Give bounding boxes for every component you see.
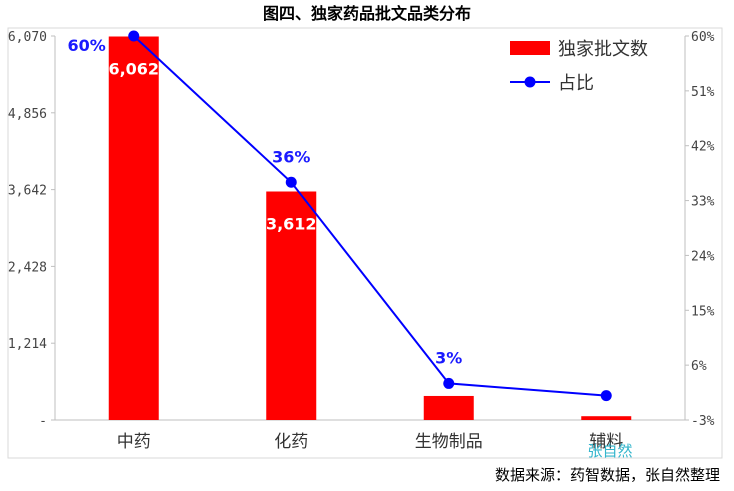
source-note: 数据来源：药智数据，张自然整理	[495, 466, 720, 484]
share-value-label: 60%	[67, 36, 105, 55]
line-point	[285, 176, 297, 188]
y-right-tick-label: 6%	[691, 359, 707, 374]
y-right-tick-label: 60%	[691, 30, 715, 45]
legend: 独家批文数 占比	[510, 39, 648, 94]
share-value-label: 3%	[435, 348, 462, 367]
legend-line-marker	[524, 76, 536, 88]
y-right-tick-label: 33%	[691, 195, 715, 210]
x-category-label: 生物制品	[415, 432, 483, 452]
y-right-tick-label: 24%	[691, 249, 715, 264]
y-left-tick-label: 1,214	[8, 337, 47, 352]
y-left-tick-label: 3,642	[8, 184, 47, 199]
line-point	[600, 390, 612, 402]
y-right-tick-label: 15%	[691, 304, 715, 319]
legend-line-label: 占比	[558, 73, 594, 94]
legend-bar-label: 独家批文数	[558, 39, 648, 60]
line-point	[443, 377, 455, 389]
bar-value-label: 6,062	[108, 60, 159, 79]
x-category-label: 辅料	[589, 432, 623, 452]
y-left-tick-label: 2,428	[8, 260, 47, 275]
legend-bar-swatch	[510, 41, 550, 55]
share-line	[133, 35, 607, 397]
x-category-label: 中药	[117, 432, 151, 452]
bar	[266, 191, 317, 420]
bar-value-label: 3,612	[266, 214, 317, 233]
y-right-tick-label: 42%	[691, 140, 715, 155]
share-value-label: 36%	[272, 147, 310, 166]
watermark-text: 张自然	[587, 442, 632, 460]
line-series	[128, 30, 612, 402]
line-point	[128, 30, 140, 42]
data-labels: 6,062 3,612 60% 36% 3%	[67, 36, 462, 367]
plot-frame	[7, 27, 723, 459]
y-left-tick-label: 6,070	[8, 30, 47, 45]
bar	[423, 395, 474, 420]
axes: - 1,214 2,428 3,642 4,856 6,070 -3% 6% 15% 24% 33%…	[7, 27, 723, 459]
bar	[108, 36, 159, 420]
bars	[108, 36, 632, 420]
y-left-tick-label: -	[39, 414, 47, 429]
y-left-tick-label: 4,856	[8, 107, 47, 122]
x-category-label: 化药	[274, 432, 308, 452]
y-right-tick-label: -3%	[691, 414, 715, 429]
chart-title: 图四、独家药品批文品类分布	[263, 4, 471, 23]
bar	[581, 416, 632, 420]
y-right-tick-label: 51%	[691, 85, 715, 100]
